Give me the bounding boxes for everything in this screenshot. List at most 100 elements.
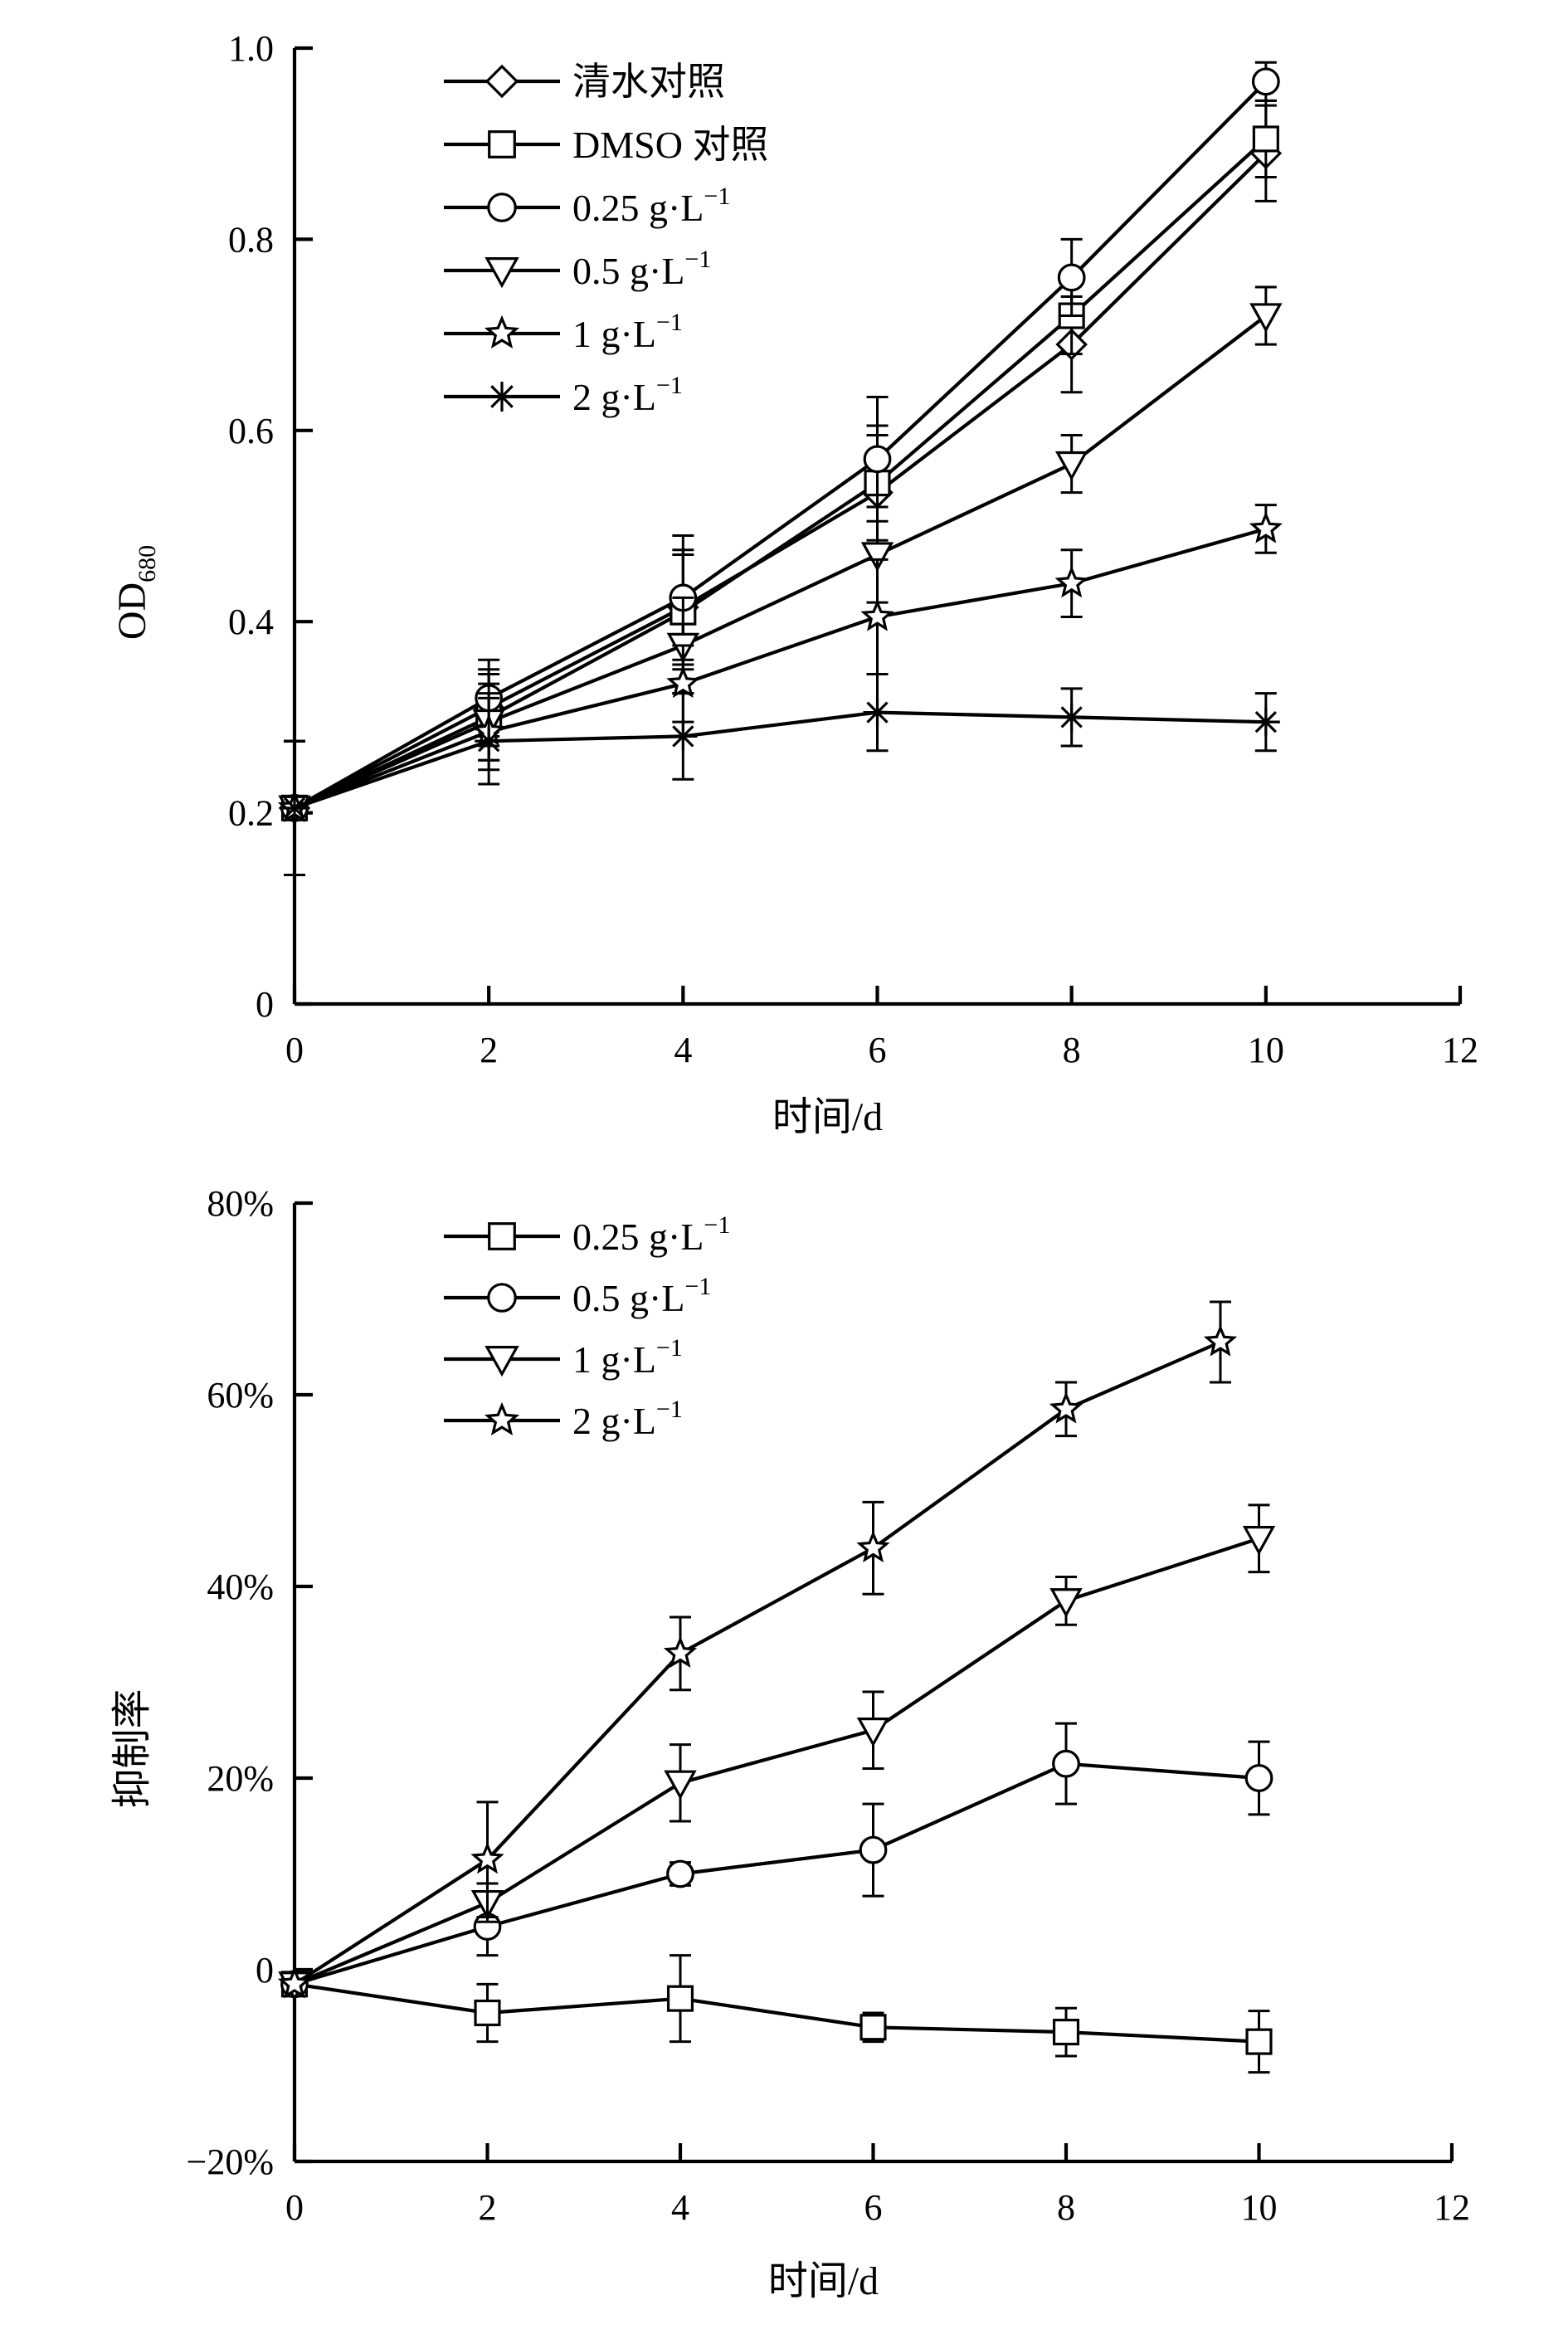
data-point [856,1718,890,1747]
legend-label: 0.25 g·L−1 [572,1211,730,1258]
x-tick-label: 12 [1442,1030,1478,1070]
legend-label-superscript: −1 [656,1334,683,1362]
data-point-stroke [283,797,306,819]
data-point [1244,1764,1273,1792]
y-axis-title: OD680 [110,545,161,640]
series-line [293,80,1268,810]
legend: 清水对照 DMSO 对照 0.25 g·L−1 0.5 g·L−1 1 g·L−1 2 g… [444,61,768,418]
legend-label: 1 g·L−1 [572,1334,683,1381]
series-line [294,527,1267,810]
data-point [1057,703,1086,732]
series-3 [278,1503,1276,2001]
legend-label-superscript: −1 [656,1396,683,1423]
data-point [856,1530,890,1562]
data-point [1242,1526,1276,1556]
series-1 [280,1954,1273,2074]
legend-item: 2 g·L−1 [444,372,683,418]
data-point [1251,708,1280,737]
series-line [294,710,1266,810]
y-axis-title: 抑制率 [110,1688,154,1808]
data-point [666,1859,694,1888]
data-point [663,1635,698,1668]
data-point-stroke [478,730,500,753]
legend-marker [487,192,517,222]
y-axis-title-subscript: 680 [134,545,161,582]
legend-marker [485,1345,519,1377]
data-point [1245,2028,1273,2055]
data-point [666,665,700,699]
series-4 [277,1300,1238,1999]
y-tick-label: 60% [207,1375,274,1416]
x-axis-title: 时间/d [772,1095,883,1139]
series-line [294,314,1268,810]
data-point [860,542,894,572]
data-point [1252,125,1279,153]
y-tick-label: 0 [256,1950,274,1991]
x-tick-label: 4 [674,1030,692,1070]
legend-item: DMSO 对照 [444,124,768,166]
series-6 [280,673,1280,876]
legend-label-superscript: −1 [656,372,683,399]
data-point [1054,565,1088,598]
data-point-stroke [1060,706,1083,729]
x-tick-label: 2 [480,1030,498,1070]
legend-label: 2 g·L−1 [572,1396,683,1442]
x-tick-label: 0 [285,2187,304,2228]
legend-label-superscript: −1 [656,309,683,336]
x-tick-label: 6 [869,1030,887,1070]
y-tick-label: 0 [256,984,274,1025]
data-point [664,1770,697,1801]
x-tick-label: 4 [671,2187,689,2228]
series-line [294,1762,1259,1986]
legend-label-superscript: −1 [684,246,711,273]
data-point [1049,1391,1083,1424]
data-point [669,722,698,751]
y-tick-label: 0.2 [228,793,274,834]
inhibition-rate-chart: 0 2 4 6 8 10 12 −20% 0 20% 40% 60% 80% 时间/d 抑制率 0.25 g·… [110,1183,1470,2303]
legend-marker-stroke [490,385,514,408]
y-tick-label: −20% [187,2142,274,2182]
data-point [280,793,309,822]
data-point [470,1842,504,1874]
legend-item: 0.5 g·L−1 [444,246,711,292]
y-tick-label: 1.0 [228,28,274,69]
data-point [1249,511,1283,543]
data-point [863,698,892,727]
x-tick-label: 0 [285,1030,304,1070]
data-point [1249,303,1283,333]
legend-item: 0.25 g·L−1 [444,183,730,229]
legend-marker [487,1283,517,1313]
data-point [1052,2019,1080,2046]
legend-label: 2 g·L−1 [572,372,683,418]
legend-label-superscript: −1 [704,1211,730,1239]
data-point [859,2014,887,2041]
data-point [666,1985,694,2012]
legend-item: 2 g·L−1 [444,1396,683,1442]
x-tick-label: 12 [1434,2187,1470,2228]
series-line [294,152,1268,810]
legend-marker [487,382,517,412]
legend-marker [485,257,519,289]
legend-label: DMSO 对照 [572,124,768,166]
legend-marker [488,1222,516,1250]
legend-marker [485,64,519,99]
data-point [859,1835,888,1864]
data-point [1054,451,1088,481]
data-point [860,599,894,631]
legend-label: 清水对照 [572,61,725,103]
x-axis-title: 时间/d [768,2259,879,2303]
x-tick-label: 10 [1248,1030,1284,1070]
legend-marker [488,130,516,158]
series-2 [280,1722,1273,1999]
legend-label-superscript: −1 [704,183,730,210]
y-tick-label: 40% [207,1567,274,1607]
data-point [1052,1749,1080,1778]
od680-chart: 0 2 4 6 8 10 12 0 0.2 0.4 0.6 0.8 1.0 时间/d OD680 清水对照 DM… [110,28,1478,1139]
series-2 [280,99,1279,876]
data-point [1049,1588,1083,1618]
x-tick-label: 8 [1057,2187,1075,2228]
series-4 [278,285,1283,876]
data-point-stroke [672,725,694,748]
y-tick-label: 80% [207,1183,274,1224]
